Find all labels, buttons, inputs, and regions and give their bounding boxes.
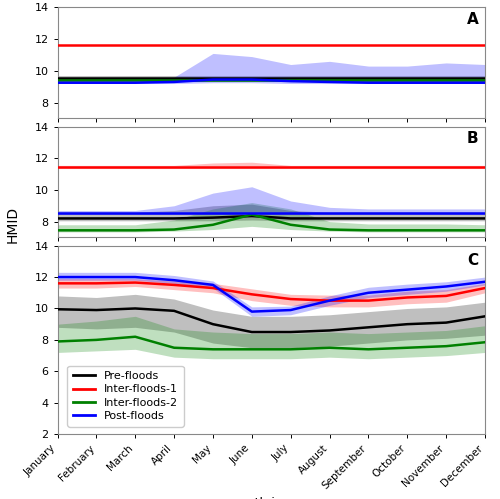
Legend: Pre-floods, Inter-floods-1, Inter-floods-2, Post-floods: Pre-floods, Inter-floods-1, Inter-floods… xyxy=(68,366,184,427)
Text: A: A xyxy=(467,12,478,27)
Text: B: B xyxy=(467,131,478,146)
X-axis label: month in year: month in year xyxy=(228,497,315,499)
Text: C: C xyxy=(468,253,478,268)
Text: HMID: HMID xyxy=(6,206,20,243)
